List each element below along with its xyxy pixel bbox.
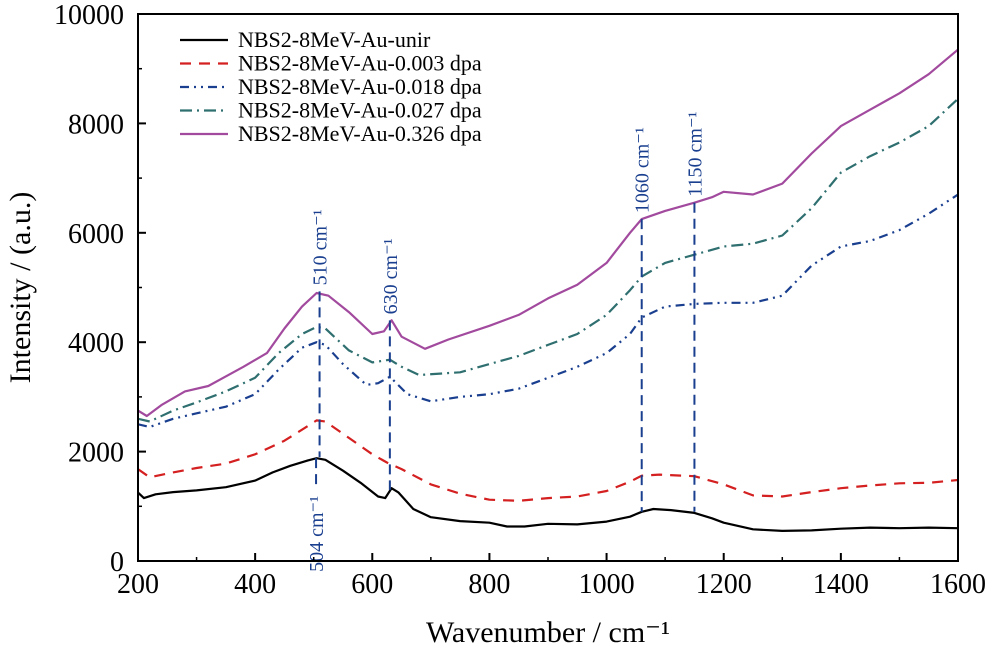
series-line-1 <box>138 419 958 502</box>
x-tick-label-2: 600 <box>351 569 393 600</box>
legend-label-4: NBS2-8MeV-Au-0.326 dpa <box>238 121 482 146</box>
y-tick-label-4: 8000 <box>68 109 124 140</box>
x-tick-label-5: 1200 <box>696 569 752 600</box>
y-tick-label-3: 6000 <box>68 219 124 250</box>
series-line-4 <box>138 48 958 418</box>
y-tick-label-1: 2000 <box>68 438 124 469</box>
annotation-label-2: 1060 cm⁻¹ <box>632 127 654 213</box>
series-layer <box>138 48 958 532</box>
annotation-label-1: 630 cm⁻¹ <box>380 238 402 314</box>
annotation-label-0: 510 cm⁻¹ <box>310 209 332 285</box>
series-line-3 <box>138 97 958 423</box>
x-tick-label-6: 1400 <box>813 569 869 600</box>
y-tick-label-0: 0 <box>110 547 124 578</box>
legend-label-3: NBS2-8MeV-Au-0.027 dpa <box>238 98 482 123</box>
x-tick-label-0: 200 <box>117 569 159 600</box>
annotation-label-3: 1150 cm⁻¹ <box>684 111 706 196</box>
legend-label-2: NBS2-8MeV-Au-0.018 dpa <box>238 74 482 99</box>
x-axis-title: Wavenumber / cm⁻¹ <box>426 616 670 648</box>
annotation-layer: 510 cm⁻¹ 630 cm⁻¹ 1060 cm⁻¹ 1150 cm⁻¹ 504 cm… <box>306 111 706 571</box>
legend-label-1: NBS2-8MeV-Au-0.003 dpa <box>238 51 482 76</box>
y-tick-label-5: 10000 <box>54 0 124 31</box>
y-tick-label-2: 4000 <box>68 328 124 359</box>
series-line-0 <box>138 457 958 532</box>
x-tick-label-3: 800 <box>468 569 510 600</box>
y-axis-title: Intensity / (a.u.) <box>4 192 37 384</box>
series-line-2 <box>138 193 958 429</box>
annotation-label-4: 504 cm⁻¹ <box>306 496 328 572</box>
legend-label-0: NBS2-8MeV-Au-unir <box>238 27 431 52</box>
x-tick-label-1: 400 <box>234 569 276 600</box>
x-tick-label-4: 1000 <box>579 569 635 600</box>
x-tick-label-7: 1600 <box>930 569 986 600</box>
axes-layer: 200 400 600 800 1000 1200 1400 1600 0 2000 4000 600… <box>54 0 986 600</box>
